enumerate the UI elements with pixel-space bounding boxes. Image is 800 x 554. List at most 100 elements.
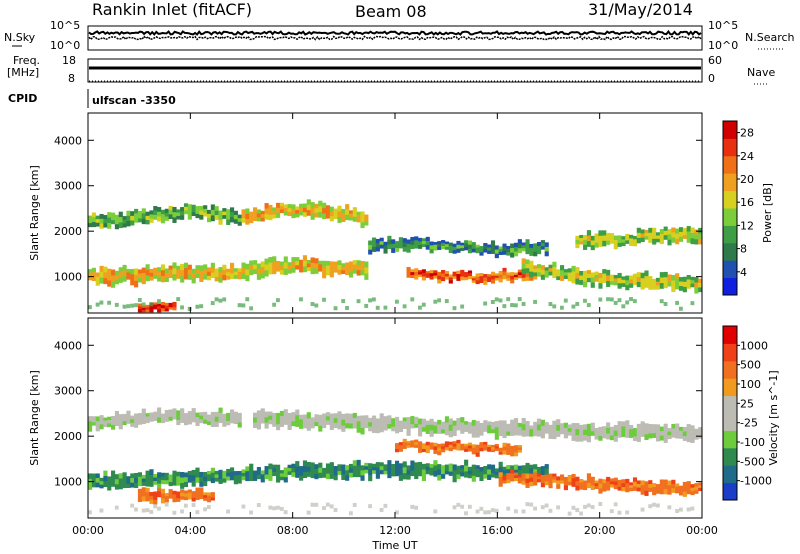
data-cell: [153, 491, 158, 497]
data-cell: [195, 269, 200, 274]
data-cell: [452, 276, 457, 279]
data-cell: [122, 421, 127, 426]
data-cell: [341, 464, 346, 470]
data-cell: [563, 275, 568, 280]
data-cell: [195, 273, 200, 279]
data-cell: [513, 472, 519, 476]
data-cell: [686, 435, 691, 443]
data-cell: [456, 244, 461, 249]
data-cell: [583, 239, 588, 246]
data-cell: [464, 428, 469, 432]
data-cell: [540, 431, 545, 439]
data-cell: [494, 446, 499, 449]
data-cell: [617, 242, 622, 247]
data-cell: [206, 421, 212, 426]
data-cell: [149, 412, 154, 416]
data-cell: [222, 215, 227, 219]
data-cell: [172, 274, 177, 281]
ground-scatter-cell: [237, 303, 242, 308]
data-cell: [567, 474, 572, 479]
ground-scatter-cell: [153, 504, 158, 509]
data-cell: [490, 468, 496, 474]
data-cell: [172, 494, 177, 499]
data-cell: [536, 249, 542, 255]
data-cell: [222, 478, 227, 483]
data-cell: [544, 246, 549, 252]
ground-scatter-cell: [157, 299, 161, 304]
colorbar-tick-label: 24: [740, 150, 754, 163]
x-tick-label: 04:00: [174, 524, 206, 537]
data-cell: [502, 243, 507, 248]
data-cell: [199, 214, 204, 220]
data-cell: [141, 309, 146, 313]
data-cell: [648, 232, 653, 238]
data-cell: [467, 448, 473, 452]
data-cell: [629, 425, 634, 430]
data-cell: [348, 261, 354, 267]
data-cell: [690, 425, 695, 432]
data-cell: [310, 262, 315, 269]
data-cell: [157, 417, 162, 423]
data-cell: [667, 485, 672, 491]
data-cell: [629, 242, 634, 246]
ground-scatter-cell: [99, 508, 104, 513]
data-cell: [663, 436, 668, 443]
data-cell: [590, 272, 595, 278]
data-cell: [644, 236, 649, 240]
data-cell: [552, 426, 557, 434]
data-cell: [210, 421, 215, 428]
data-cell: [429, 276, 434, 280]
data-cell: [345, 413, 350, 419]
ground-scatter-cell: [371, 297, 376, 302]
ground-scatter-cell: [333, 306, 338, 311]
ground-scatter-cell: [433, 509, 438, 514]
data-cell: [299, 414, 304, 420]
ground-scatter-cell: [490, 508, 495, 513]
data-cell: [513, 475, 519, 479]
data-cell: [214, 210, 219, 216]
data-cell: [667, 274, 672, 279]
data-cell: [168, 474, 173, 479]
data-cell: [249, 270, 254, 276]
power-y-label: Slant Range [km]: [28, 165, 41, 261]
ground-scatter-cell: [241, 504, 246, 509]
ground-scatter-cell: [245, 297, 250, 302]
data-cell: [636, 227, 641, 234]
data-cell: [195, 421, 200, 426]
data-cell: [521, 268, 526, 275]
data-cell: [494, 444, 499, 447]
data-cell: [134, 213, 139, 219]
data-cell: [437, 275, 442, 280]
ground-scatter-cell: [652, 502, 656, 507]
data-cell: [632, 481, 638, 487]
data-cell: [402, 424, 407, 429]
data-cell: [625, 237, 630, 241]
data-cell: [226, 412, 231, 418]
data-cell: [371, 426, 377, 433]
data-cell: [640, 480, 645, 486]
data-cell: [325, 473, 331, 480]
data-cell: [563, 481, 568, 486]
data-cell: [621, 276, 626, 281]
data-cell: [686, 231, 691, 238]
ground-scatter-cell: [456, 502, 461, 507]
data-cell: [586, 235, 592, 242]
data-cell: [502, 271, 507, 276]
data-cell: [418, 441, 423, 446]
data-cell: [571, 265, 576, 272]
data-cell: [483, 465, 488, 471]
data-cell: [187, 495, 192, 500]
data-cell: [222, 474, 227, 479]
data-cell: [141, 418, 146, 425]
data-cell: [314, 208, 319, 214]
data-cell: [636, 484, 641, 488]
data-cell: [352, 260, 357, 265]
data-cell: [168, 495, 173, 499]
data-cell: [544, 251, 549, 257]
data-cell: [206, 471, 212, 475]
data-cell: [264, 208, 269, 215]
data-cell: [88, 269, 93, 274]
data-cell: [141, 278, 146, 285]
data-cell: [256, 416, 261, 424]
data-cell: [686, 275, 691, 280]
